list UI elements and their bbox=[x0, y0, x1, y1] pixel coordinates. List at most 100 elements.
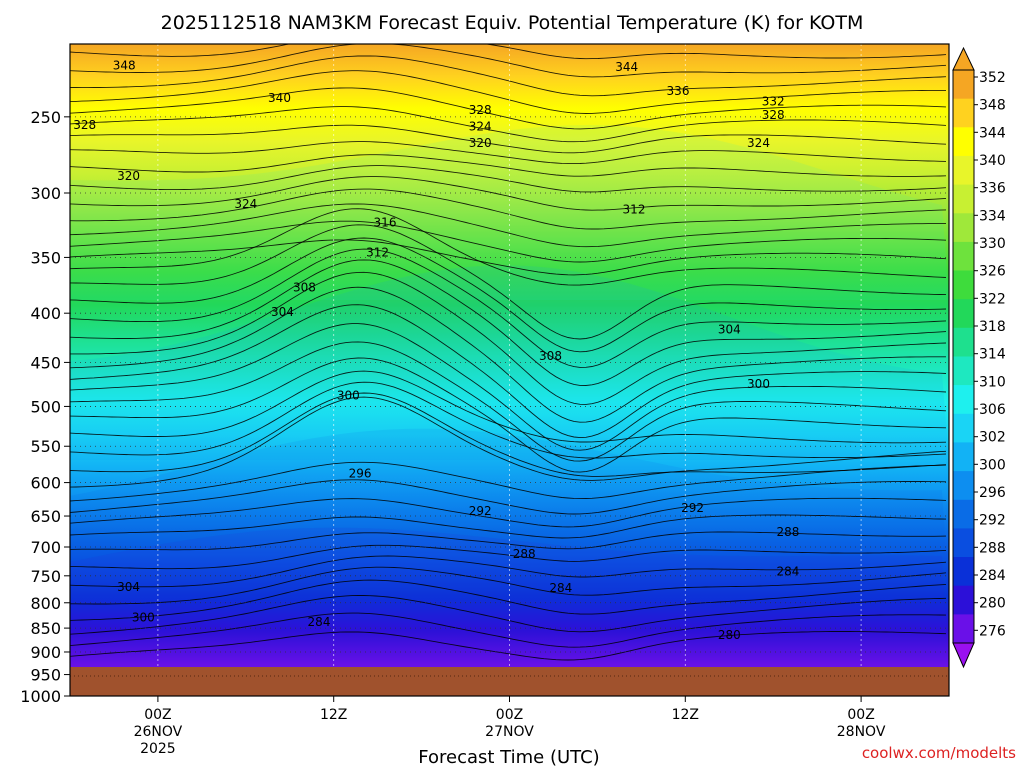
y-tick-label: 400 bbox=[30, 304, 61, 323]
contour-line bbox=[70, 286, 946, 423]
y-tick-label: 600 bbox=[30, 474, 61, 493]
y-tick-label: 350 bbox=[30, 248, 61, 267]
colorbar-cell bbox=[953, 241, 974, 271]
contour-label: 336 bbox=[667, 84, 690, 98]
colorbar-cell bbox=[953, 557, 974, 587]
colorbar-tick-label: 280 bbox=[979, 596, 1006, 612]
shading-band bbox=[70, 125, 949, 300]
y-tick-label: 700 bbox=[30, 538, 61, 557]
contour-label: 328 bbox=[762, 108, 785, 122]
colorbar-cell bbox=[953, 299, 974, 329]
contour-line bbox=[70, 396, 947, 488]
y-tick-label: 750 bbox=[30, 567, 61, 586]
colorbar-cell bbox=[953, 356, 974, 386]
contour-line bbox=[70, 595, 947, 635]
chart-title: 2025112518 NAM3KM Forecast Equiv. Potent… bbox=[161, 12, 864, 34]
contour-label: 284 bbox=[308, 615, 331, 629]
colorbar-tick-label: 300 bbox=[979, 457, 1006, 473]
contour-line bbox=[70, 381, 947, 459]
contour-lines bbox=[70, 44, 947, 661]
contour-line bbox=[70, 208, 947, 286]
colorbar-cell bbox=[953, 270, 974, 300]
colorbar-cell bbox=[953, 213, 974, 243]
colorbar-tick-label: 288 bbox=[979, 540, 1006, 556]
x-tick-label: 12Z bbox=[320, 707, 347, 723]
colorbar: 352 348 344 340 336 334 330 326 322 318 314 310 306 3… bbox=[952, 46, 1006, 669]
colorbar-tick-label: 284 bbox=[979, 568, 1006, 584]
contour-label: 340 bbox=[268, 91, 291, 105]
contour-line bbox=[70, 224, 947, 340]
gridlines bbox=[70, 44, 949, 696]
colorbar-tick-label: 336 bbox=[979, 181, 1006, 197]
contour-label: 324 bbox=[747, 136, 770, 150]
contour-line bbox=[70, 203, 946, 248]
contour-label: 324 bbox=[234, 197, 257, 211]
contour-label: 308 bbox=[293, 280, 316, 294]
y-tick-label: 950 bbox=[30, 666, 61, 685]
contour-label: 312 bbox=[366, 246, 389, 260]
colorbar-cell bbox=[953, 127, 974, 157]
contour-line bbox=[70, 531, 947, 551]
colorbar-tick-label: 306 bbox=[979, 402, 1006, 418]
y-tick-label: 850 bbox=[30, 619, 61, 638]
contour-line bbox=[70, 514, 947, 539]
contour-line bbox=[70, 370, 947, 444]
contour-label: 300 bbox=[337, 388, 360, 402]
contour-line bbox=[70, 392, 947, 477]
contour-label: 312 bbox=[623, 202, 646, 216]
contour-label: 304 bbox=[117, 580, 140, 594]
colorbar-tick-label: 352 bbox=[979, 70, 1006, 86]
colorbar-tick-label: 322 bbox=[979, 291, 1006, 307]
contour-line bbox=[70, 124, 947, 154]
contour-label: 284 bbox=[549, 581, 572, 595]
colorbar-cell bbox=[953, 585, 974, 615]
colorbar-tick-label: 310 bbox=[979, 374, 1006, 390]
contour-label: 292 bbox=[681, 501, 704, 515]
contour-label: 320 bbox=[117, 169, 140, 183]
contour-line bbox=[70, 70, 946, 114]
contour-label: 300 bbox=[747, 377, 770, 391]
x-tick-label: 00Z bbox=[847, 707, 874, 723]
y-axis: 250 300 350 400 450 500 550 600 650 700 750 800 850 9… bbox=[20, 108, 70, 706]
colorbar-tick-label: 292 bbox=[979, 513, 1006, 529]
colorbar-cell bbox=[953, 327, 974, 357]
colorbar-top-arrow bbox=[952, 46, 975, 71]
contour-label: 316 bbox=[374, 216, 397, 230]
contour-line bbox=[70, 220, 947, 263]
y-tick-label: 1000 bbox=[20, 687, 61, 706]
contour-line bbox=[70, 44, 947, 78]
contour-line bbox=[70, 461, 947, 502]
contour-label: 320 bbox=[469, 136, 492, 150]
contour-label: 304 bbox=[718, 323, 741, 337]
colorbar-cell bbox=[953, 155, 974, 185]
contour-labels: 3483403283203243443363323283243203283243… bbox=[73, 58, 799, 642]
colorbar-cell bbox=[953, 442, 974, 472]
colorbar-tick-label: 344 bbox=[979, 125, 1006, 141]
contour-line bbox=[70, 239, 947, 276]
contour-line bbox=[70, 497, 947, 528]
contour-line bbox=[70, 188, 947, 230]
contour-label: 292 bbox=[469, 504, 492, 518]
contour-line bbox=[70, 176, 947, 211]
contour-line bbox=[70, 341, 947, 462]
contour-label: 284 bbox=[776, 564, 799, 578]
contour-line bbox=[70, 259, 947, 386]
shading-band bbox=[70, 527, 949, 680]
contour-label: 324 bbox=[469, 120, 492, 134]
contour-line bbox=[70, 579, 947, 621]
x-tick-label: 2025 bbox=[140, 741, 176, 757]
contour-line bbox=[70, 631, 947, 661]
contour-label: 308 bbox=[539, 349, 562, 363]
contour-line bbox=[70, 612, 947, 648]
contour-label: 288 bbox=[776, 525, 799, 539]
colorbar-cell bbox=[953, 70, 974, 100]
contour-line bbox=[70, 55, 947, 97]
plot-area: 3483403283203243443363323283243203283243… bbox=[70, 44, 949, 696]
contour-line bbox=[70, 544, 947, 570]
contour-line bbox=[70, 141, 947, 165]
contour-line bbox=[70, 154, 947, 177]
contour-line bbox=[70, 271, 947, 405]
contour-label: 280 bbox=[718, 628, 741, 642]
